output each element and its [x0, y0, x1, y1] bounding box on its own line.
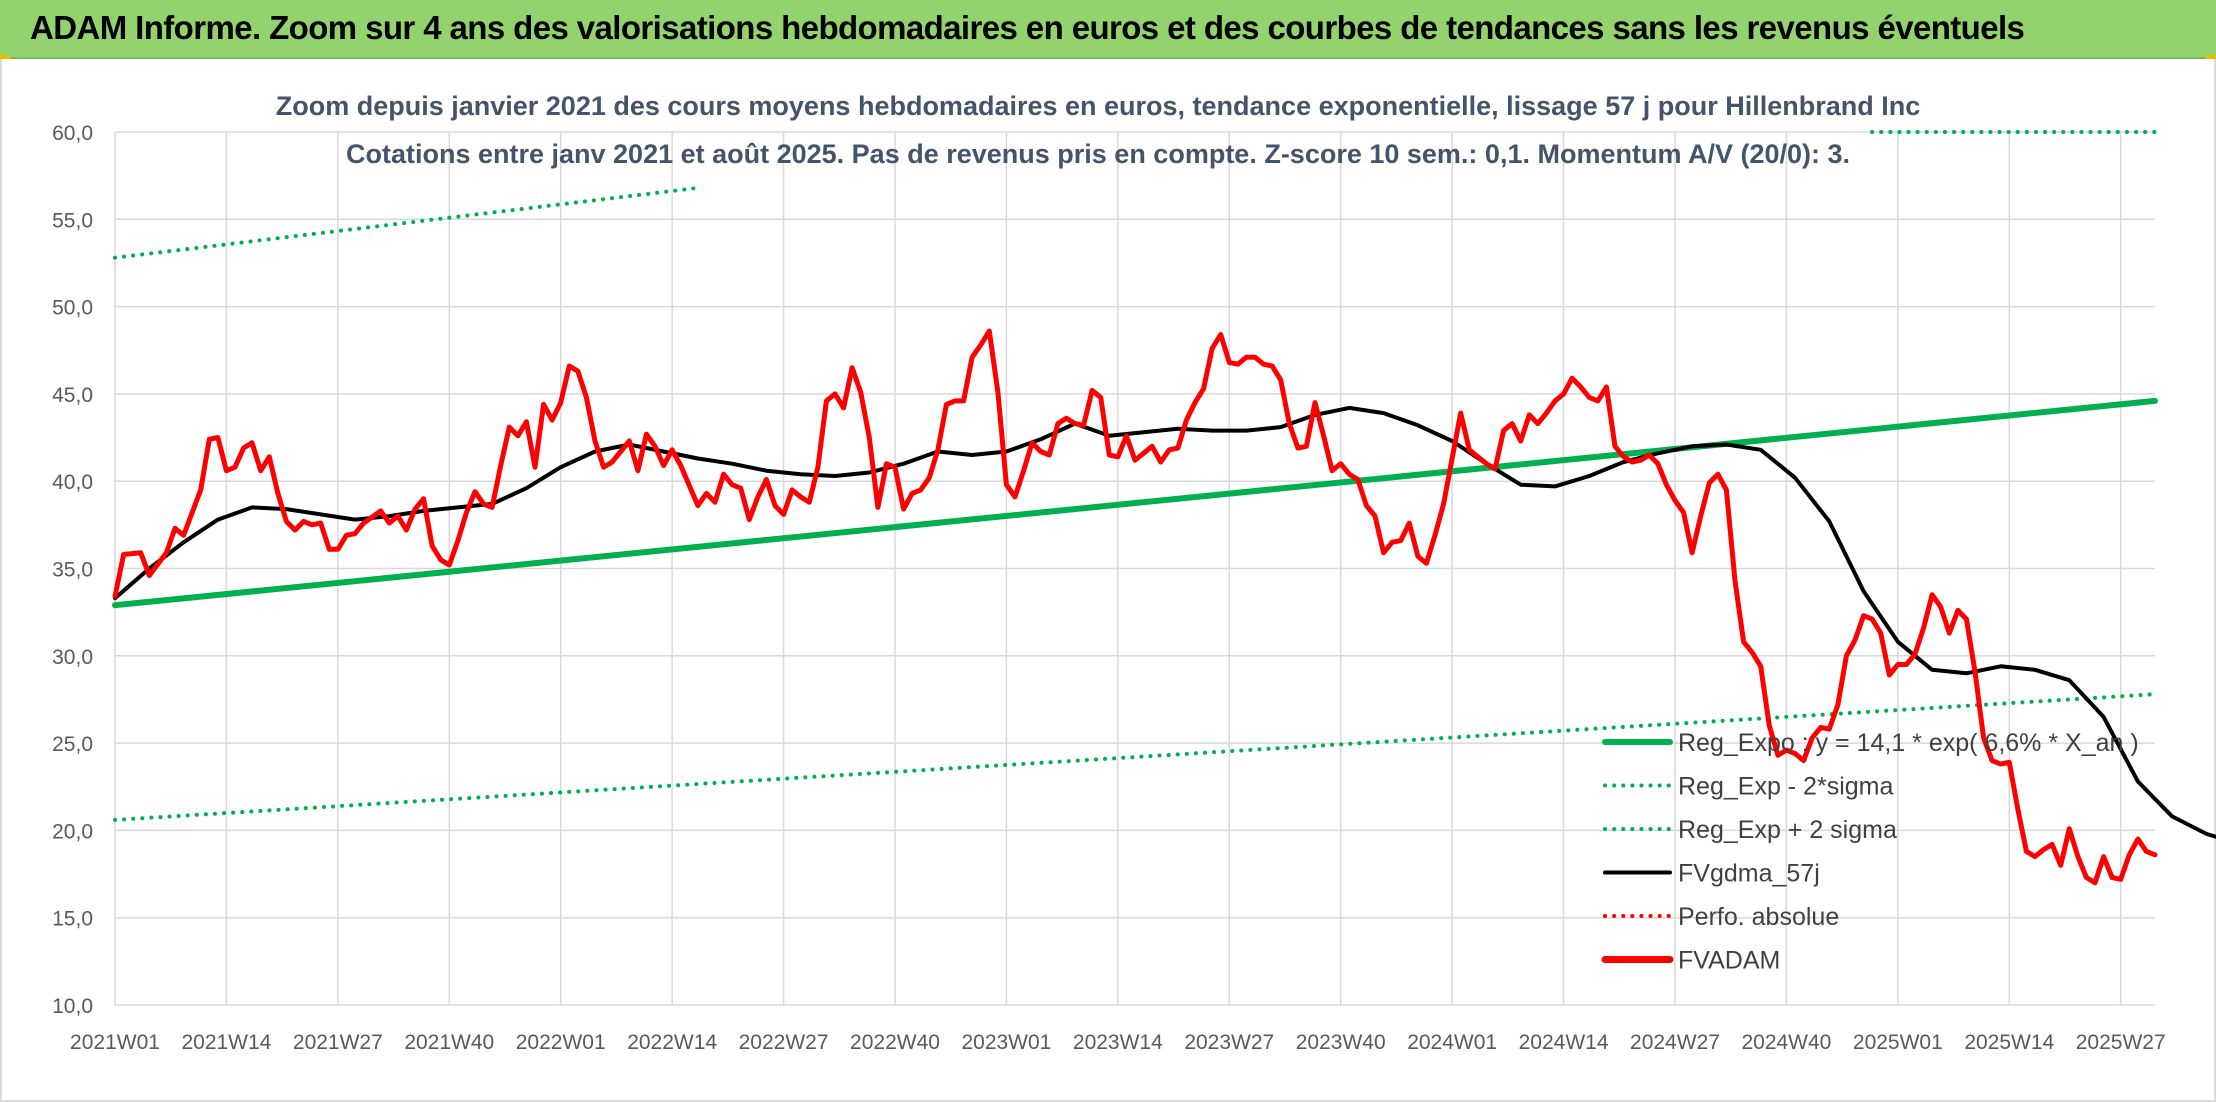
- legend-label: Reg_Expo : y = 14,1 * exp( 6,6% * X_an ): [1678, 729, 2139, 757]
- series-line-6: [112, 328, 2158, 886]
- x-tick-label: 2022W40: [850, 1031, 940, 1054]
- legend-label: FVADAM: [1678, 947, 1780, 975]
- y-tick-label: 25,0: [52, 733, 93, 756]
- x-tick-label: 2023W14: [1073, 1031, 1163, 1054]
- x-tick-label: 2021W27: [293, 1031, 383, 1054]
- series-line-1: [112, 397, 2158, 609]
- x-tick-label: 2023W01: [961, 1031, 1051, 1054]
- y-tick-label: 45,0: [52, 384, 93, 407]
- x-tick-label: 2024W14: [1519, 1031, 1609, 1054]
- x-tick-label: 2022W14: [627, 1031, 717, 1054]
- x-tick-label: 2025W01: [1853, 1031, 1943, 1054]
- x-tick-label: 2024W40: [1741, 1031, 1831, 1054]
- y-axis: 10,0 15,0 20,0 25,0 30,0 35,0 40,0 45,0 50,0 55,0…: [52, 122, 93, 1018]
- x-tick-label: 2021W14: [181, 1031, 271, 1054]
- x-tick-label: 2025W27: [2076, 1031, 2166, 1054]
- y-tick-label: 60,0: [52, 122, 93, 145]
- x-tick-label: 2023W40: [1296, 1031, 1386, 1054]
- y-tick-label: 20,0: [52, 820, 93, 843]
- series-line-4: [113, 405, 2216, 839]
- x-tick-label: 2024W27: [1630, 1031, 1720, 1054]
- legend-label: Perfo. absolue: [1678, 903, 1839, 931]
- report-banner: ADAM Informe. Zoom sur 4 ans des valoris…: [0, 0, 2216, 59]
- legend-label: Reg_Exp - 2*sigma: [1678, 773, 1893, 801]
- y-tick-label: 35,0: [52, 559, 93, 582]
- x-tick-label: 2022W27: [739, 1031, 829, 1054]
- series-line-2: [113, 692, 2157, 822]
- x-tick-label: 2022W01: [516, 1031, 606, 1054]
- y-tick-label: 40,0: [52, 471, 93, 494]
- y-tick-label: 55,0: [52, 209, 93, 232]
- report-title: ADAM Informe. Zoom sur 4 ans des valoris…: [30, 9, 2025, 46]
- x-tick-label: 2025W14: [1964, 1031, 2054, 1054]
- x-tick-label: 2021W40: [404, 1031, 494, 1054]
- y-tick-label: 50,0: [52, 297, 93, 320]
- x-axis: 2021W01 2021W14 2021W27 2021W40 2022W01 2022W…: [70, 1031, 2166, 1054]
- banner-corner-left: [0, 55, 10, 59]
- banner-corner-right: [2206, 55, 2216, 59]
- chart-grid: [114, 131, 2155, 1006]
- y-tick-label: 10,0: [52, 995, 93, 1018]
- x-tick-label: 2021W01: [70, 1031, 160, 1054]
- series-line-3: [113, 185, 700, 260]
- chart-subtitle: Cotations entre janv 2021 et août 2025. …: [346, 139, 1850, 169]
- y-tick-label: 15,0: [52, 908, 93, 931]
- legend-label: Reg_Exp + 2 sigma: [1678, 816, 1897, 844]
- legend-label: FVgdma_57j: [1678, 860, 1820, 888]
- y-tick-label: 30,0: [52, 646, 93, 669]
- chart-title: Zoom depuis janvier 2021 des cours moyen…: [276, 91, 1921, 121]
- x-tick-label: 2023W27: [1184, 1031, 1274, 1054]
- x-tick-label: 2024W01: [1407, 1031, 1497, 1054]
- chart-legend: Reg_Expo : y = 14,1 * exp( 6,6% * X_an )…: [1601, 729, 2139, 975]
- series-lines: [112, 130, 2216, 886]
